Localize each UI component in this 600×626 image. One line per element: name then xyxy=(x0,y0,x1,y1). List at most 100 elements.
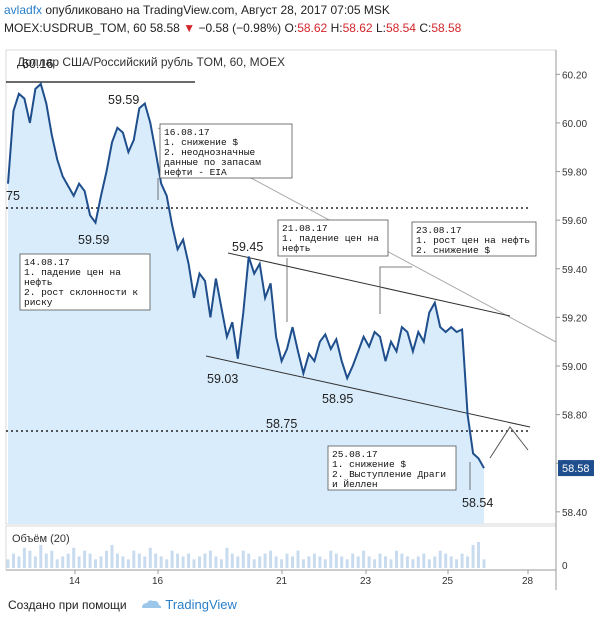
svg-text:16.08.171. снижение $2. неодно: 16.08.17 1. снижение $2. неоднозначные дан… xyxy=(164,127,261,178)
volume-bar xyxy=(83,550,87,568)
author-link[interactable]: avladfx xyxy=(4,3,43,17)
volume-bar xyxy=(72,547,76,568)
tradingview-logo[interactable]: TradingView xyxy=(140,597,237,612)
volume-bar xyxy=(384,556,387,568)
volume-bar xyxy=(66,553,70,568)
annotation-2108[interactable]: 21.08.17 1. падение цен на нефть xyxy=(277,219,389,257)
volume-bar xyxy=(33,556,37,568)
volume-bar xyxy=(274,556,278,568)
volume-bar xyxy=(159,556,163,568)
close-label: C: xyxy=(419,21,432,35)
label-59-59-low: 59.59 xyxy=(78,233,109,247)
open-label: O: xyxy=(284,21,298,35)
volume-bar xyxy=(427,559,431,568)
volume-zero-tick: 0 xyxy=(562,561,568,572)
volume-bar xyxy=(301,559,305,568)
volume-bar xyxy=(280,559,284,568)
volume-bar xyxy=(444,553,448,568)
volume-bar xyxy=(208,550,212,568)
high-value: 58.62 xyxy=(342,21,373,35)
volume-bar xyxy=(433,556,437,568)
volume-bar xyxy=(39,544,43,568)
volume-bar xyxy=(219,559,223,568)
symbol-line: MOEX:USDRUB_TOM, 60 58.58 ▼ −0.58 (−0.98… xyxy=(4,21,461,35)
y-tick-label: 59.00 xyxy=(562,362,587,373)
volume-bar xyxy=(50,550,54,568)
forecast-path[interactable] xyxy=(489,426,529,459)
volume-bar xyxy=(411,559,415,568)
volume-bar xyxy=(252,559,256,568)
publish-line: avladfx опубликовано на TradingView.com,… xyxy=(4,3,390,17)
volume-bar xyxy=(6,559,10,568)
volume-bar xyxy=(395,550,398,568)
volume-bar xyxy=(416,556,420,568)
volume-bar xyxy=(198,556,201,568)
y-tick-label: 58.40 xyxy=(562,508,587,519)
volume-bar xyxy=(132,550,136,568)
volume-bar xyxy=(44,553,48,568)
volume-bar xyxy=(225,547,229,568)
volume-bar xyxy=(460,553,464,568)
volume-bar xyxy=(356,556,360,568)
publish-info: опубликовано на TradingView.com, Август … xyxy=(45,3,390,17)
down-arrow-icon: ▼ xyxy=(183,21,196,35)
y-tick-label: 59.60 xyxy=(562,216,587,227)
volume-bar xyxy=(351,553,355,568)
volume-bar xyxy=(230,553,234,568)
price-series-line[interactable] xyxy=(7,82,485,469)
y-tick-label: 59.40 xyxy=(562,265,587,276)
current-price-tag: 58.58 xyxy=(558,460,594,477)
y-tick-label: 59.80 xyxy=(562,168,587,179)
x-tick-label: 23 xyxy=(360,576,372,587)
trend-line-lower[interactable] xyxy=(205,355,531,428)
annotation-2508[interactable]: 25.08.17 1. снижение $2. Выступление Драг… xyxy=(327,445,457,491)
volume-bar xyxy=(263,553,267,568)
volume-bar xyxy=(192,559,196,568)
volume-bar xyxy=(241,550,245,568)
volume-bar xyxy=(214,556,218,568)
volume-bar xyxy=(148,547,152,568)
low-value: 58.54 xyxy=(385,21,416,35)
symbol-name[interactable]: MOEX:USDRUB_TOM, 60 xyxy=(4,21,147,35)
x-tick-label: 25 xyxy=(442,576,454,587)
annotation-1408[interactable]: 14.08.17 1. падение цен на нефть 2. рост ск… xyxy=(19,253,151,311)
label-59-59-top: 59.59 xyxy=(108,93,139,107)
price-change: −0.58 (−0.98%) xyxy=(198,21,282,35)
svg-text:58.58: 58.58 xyxy=(562,463,590,475)
volume-bar xyxy=(170,550,174,568)
volume-bar xyxy=(181,556,185,568)
volume-bar xyxy=(22,547,26,568)
volume-bar xyxy=(438,550,442,568)
volume-bar xyxy=(55,559,59,568)
x-tick-label: 28 xyxy=(522,576,534,587)
volume-bar xyxy=(378,553,382,568)
time-axis-ticks: 14 16 21 23 25 28 xyxy=(69,570,534,587)
x-tick-label: 14 xyxy=(69,576,81,587)
volume-bar xyxy=(115,553,119,568)
x-tick-label: 16 xyxy=(152,576,164,587)
close-value: 58.58 xyxy=(431,21,462,35)
volume-bar xyxy=(236,556,240,568)
label-60-16: 60.16 xyxy=(22,57,53,71)
volume-bar xyxy=(323,559,327,568)
volume-bar xyxy=(334,553,338,568)
volume-bar xyxy=(17,556,21,568)
volume-bar xyxy=(400,553,404,568)
volume-bar xyxy=(367,556,371,568)
annotation-2308[interactable]: 23.08.17 1. рост цен на нефть 2. снижение … xyxy=(411,221,537,257)
volume-label: Объём (20) xyxy=(12,533,70,545)
label-58-75: 58.75 xyxy=(266,417,297,431)
volume-bar xyxy=(28,550,32,568)
trend-line-upper[interactable] xyxy=(227,252,511,317)
annotation-1608[interactable]: 16.08.17 1. снижение $2. неоднозначные дан… xyxy=(159,123,293,179)
volume-bar xyxy=(477,542,480,568)
volume-bar xyxy=(455,559,459,568)
label-59-03: 59.03 xyxy=(207,372,238,386)
volume-bar xyxy=(258,556,262,568)
volume-bar xyxy=(296,550,300,568)
y-tick-label: 60.00 xyxy=(562,119,587,130)
